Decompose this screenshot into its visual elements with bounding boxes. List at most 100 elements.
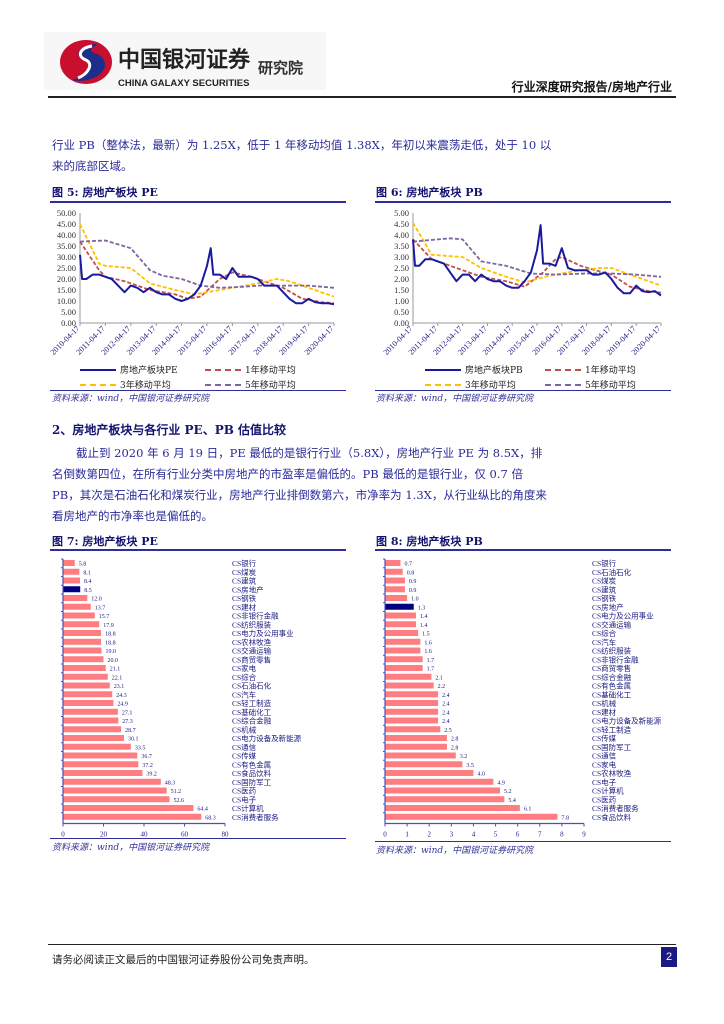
category-label: CS传媒 [232,751,257,761]
category-label: CS消费者服务 [232,812,279,822]
bar-value-label: 3.2 [460,754,468,760]
bar [385,691,439,698]
category-label: CS石油石化 [232,681,272,691]
category-label: CS非银行金融 [592,654,639,664]
legend-swatch [425,368,461,371]
logo-subtitle: 研究院 [258,59,304,77]
category-label: CS建材 [592,707,617,717]
legend-item: 5年移动平均 [205,378,330,391]
category-label: CS商贸零售 [592,663,631,673]
bar-value-label: 0.8 [407,570,415,576]
bar [385,752,456,759]
legend-item: 3年移动平均 [425,378,545,391]
bar [63,752,138,759]
fig5-line-chart: 0.005.0010.0015.0020.0025.0030.0035.0040… [49,208,336,357]
category-label: CS传媒 [592,733,617,743]
category-label: CS综合 [232,672,257,682]
bar-value-label: 1.4 [420,623,428,629]
category-label: CS通信 [232,742,257,752]
category-label: CS石油石化 [592,567,632,577]
bar-value-label: 48.3 [165,780,176,786]
series-line-2 [79,223,335,298]
bar [385,796,505,803]
bar-value-label: 0.9 [409,579,417,585]
bar [63,708,118,715]
legend-label: 3年移动平均 [120,381,171,391]
bar-value-label: 5.4 [508,798,516,804]
x-tick-label: 60 [181,831,189,838]
bar [63,586,81,593]
bar-value-label: 2.4 [442,693,450,699]
y-tick-label: 2.00 [394,274,409,284]
legend-swatch [545,383,581,386]
bar-value-label: 8.4 [84,579,92,585]
bar-value-label: 7.8 [561,815,569,821]
category-label: CS综合金融 [232,716,272,726]
bar-value-label: 28.7 [125,728,135,734]
legend-label: 1年移动平均 [585,366,636,376]
y-tick-label: 20.00 [57,274,76,284]
legend-swatch [425,383,461,386]
category-label: CS机械 [592,698,617,708]
bar-value-label: 30.1 [128,737,139,743]
bar [63,761,139,768]
legend-item: 房地产板块PB [425,363,545,376]
category-label: CS电力及公用事业 [592,611,654,621]
bar-value-label: 51.2 [171,789,182,795]
category-label: CS商贸零售 [232,654,271,664]
bar-value-label: 2.4 [442,710,450,716]
legend-swatch [80,383,116,386]
legend-label: 3年移动平均 [465,381,516,391]
bar [63,577,81,584]
bar-value-label: 1.3 [418,605,426,611]
fig7-source: 资料来源：wind，中国银河证券研究院 [52,843,210,853]
legend-swatch [545,368,581,371]
bar-value-label: 1.4 [420,614,428,620]
bar-value-label: 0.7 [404,562,412,568]
y-tick-label: 2.50 [394,263,409,273]
x-tick-label: 9 [582,831,586,839]
bar-value-label: 2.4 [442,702,450,708]
x-tick-label: 0 [383,831,387,839]
category-label: CS有色金属 [232,759,271,769]
category-label: CS综合金融 [592,672,632,682]
bar-value-label: 18.8 [105,632,116,638]
bar [63,603,91,610]
bar [63,796,170,803]
bar-value-label: 2.8 [451,745,459,751]
bar-value-label: 5.8 [79,562,87,568]
y-tick-label: 30.00 [57,252,76,262]
bar-value-label: 8.1 [83,570,91,576]
footer-divider [48,944,676,945]
bar [63,726,122,733]
bar-value-label: 2.2 [438,684,446,690]
bar-value-label: 4.9 [497,780,505,786]
bar [385,770,474,776]
category-label: CS非银行金融 [232,611,279,621]
bar [63,612,95,619]
bar [385,813,558,820]
y-tick-label: 0.50 [394,307,409,317]
category-label: CS国防军工 [592,742,632,752]
report-type: 行业深度研究报告/房地产行业 [511,80,672,94]
fig6-line-chart: 0.000.501.001.502.002.503.003.504.004.50… [382,208,663,357]
bar [63,560,75,566]
fig8-source: 资料来源：wind，中国银河证券研究院 [376,846,534,856]
category-label: CS食品饮料 [592,812,632,822]
legend-label: 1年移动平均 [245,366,296,376]
bar-value-label: 23.1 [114,684,125,690]
y-tick-label: 0.00 [394,318,409,328]
x-tick-label: 6 [516,831,520,839]
fig6-rule [375,201,671,203]
x-tick-label: 20 [100,831,108,838]
bar [63,638,102,645]
fig7-title: 图 7: 房地产板块 PE [52,535,158,548]
x-tick-label: 2 [427,831,431,839]
legend-swatch [205,368,241,371]
section-paragraph: 截止到 2020 年 6 月 19 日，PE 最低的是银行行业（5.8X），房地… [52,446,547,523]
fig7-rule [50,549,346,551]
bar-value-label: 27.1 [122,710,133,716]
bar-value-label: 0.9 [409,588,417,594]
fig5-source-rule [50,390,346,391]
bar-value-label: 2.4 [442,719,450,725]
